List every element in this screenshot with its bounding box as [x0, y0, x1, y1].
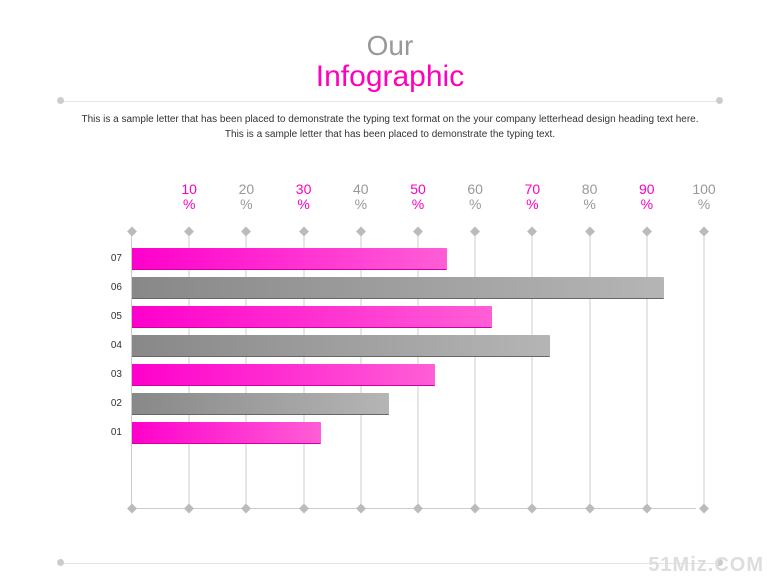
diamond-icon — [527, 504, 537, 514]
gridline — [704, 232, 705, 508]
gridline — [475, 232, 476, 508]
diamond-icon — [470, 504, 480, 514]
diamond-icon — [127, 504, 137, 514]
axis-tick-label: 30% — [296, 182, 312, 213]
axis-tick-label: 20% — [239, 182, 255, 213]
axis-tick-label: 50% — [410, 182, 426, 213]
axis-labels: 10%20%30%40%50%60%70%80%90%100% — [128, 182, 700, 218]
bar — [132, 277, 664, 299]
bar-label: 05 — [98, 306, 122, 328]
axis-tick-label: 40% — [353, 182, 369, 213]
slide-container: Our Infographic This is a sample letter … — [0, 0, 780, 542]
gridline — [646, 232, 647, 508]
diamond-icon — [699, 504, 709, 514]
rule-dot-right — [716, 97, 723, 104]
rule-line — [60, 563, 720, 564]
axis-tick-label: 10% — [181, 182, 197, 213]
diamond-icon — [413, 227, 423, 237]
diamond-icon — [184, 504, 194, 514]
chart: 10%20%30%40%50%60%70%80%90%100% 07060504… — [80, 182, 700, 512]
bar-label: 01 — [98, 422, 122, 444]
axis-tick-label: 60% — [467, 182, 483, 213]
diamond-icon — [585, 227, 595, 237]
title-line2: Infographic — [60, 60, 720, 94]
bar — [132, 393, 389, 415]
bar-label: 07 — [98, 248, 122, 270]
bar-label: 03 — [98, 364, 122, 386]
rule-line — [60, 101, 720, 102]
axis-tick-label: 70% — [525, 182, 541, 213]
diamond-icon — [470, 227, 480, 237]
bar-label: 02 — [98, 393, 122, 415]
diamond-icon — [356, 227, 366, 237]
gridline — [589, 232, 590, 508]
diamond-icon — [413, 504, 423, 514]
subtitle: This is a sample letter that has been pl… — [60, 112, 720, 142]
bar-label: 06 — [98, 277, 122, 299]
top-rule — [60, 100, 720, 102]
rule-dot-left — [57, 559, 64, 566]
bar — [132, 364, 435, 386]
plot-area: 07060504030201 — [128, 228, 700, 512]
axis-tick-label: 90% — [639, 182, 655, 213]
diamond-icon — [356, 504, 366, 514]
bar-label: 04 — [98, 335, 122, 357]
diamond-icon — [241, 504, 251, 514]
title-line1: Our — [60, 30, 720, 62]
diamond-icon — [299, 227, 309, 237]
diamond-icon — [299, 504, 309, 514]
rule-dot-left — [57, 97, 64, 104]
axis-tick-label: 80% — [582, 182, 598, 213]
axis-tick-label: 100% — [692, 182, 715, 213]
diamond-icon — [699, 227, 709, 237]
diamond-icon — [241, 227, 251, 237]
diamond-icon — [642, 227, 652, 237]
bar — [132, 306, 492, 328]
bottom-rule — [60, 562, 720, 564]
diamond-icon — [127, 227, 137, 237]
diamond-icon — [527, 227, 537, 237]
diamond-icon — [184, 227, 194, 237]
gridline — [532, 232, 533, 508]
bar — [132, 422, 321, 444]
diamond-icon — [585, 504, 595, 514]
watermark: 51Miz.COM — [648, 554, 764, 577]
bar — [132, 335, 550, 357]
bar — [132, 248, 447, 270]
diamond-icon — [642, 504, 652, 514]
